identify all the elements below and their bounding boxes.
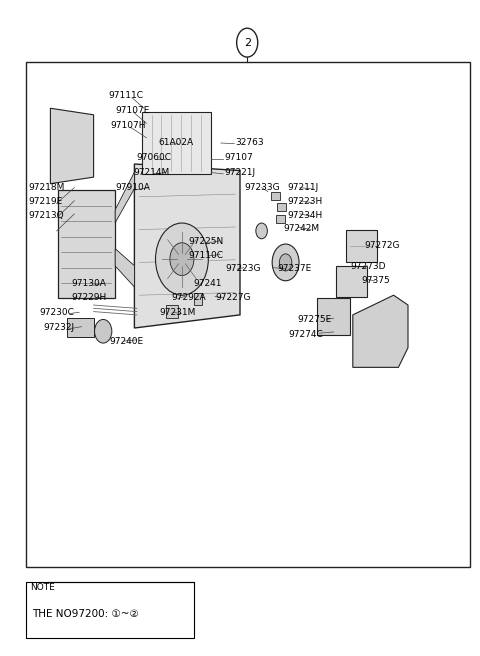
- Text: 97240E: 97240E: [109, 337, 144, 346]
- Text: 97211J: 97211J: [287, 183, 318, 192]
- Text: 97375: 97375: [361, 276, 390, 285]
- Text: 97110C: 97110C: [188, 251, 223, 260]
- Circle shape: [256, 223, 267, 239]
- Text: 97107E: 97107E: [115, 106, 150, 115]
- Polygon shape: [115, 249, 134, 287]
- Bar: [271, 192, 280, 200]
- Text: 97111C: 97111C: [108, 91, 143, 100]
- Text: 2: 2: [244, 37, 251, 48]
- Bar: [67, 318, 94, 337]
- Text: 97221J: 97221J: [225, 168, 256, 177]
- Bar: [142, 112, 211, 174]
- Text: 97130A: 97130A: [71, 279, 106, 288]
- Bar: [26, 62, 470, 567]
- Text: 97232J: 97232J: [43, 323, 74, 333]
- Polygon shape: [50, 108, 94, 184]
- Bar: [194, 293, 202, 305]
- Text: 97213Q: 97213Q: [29, 211, 64, 220]
- Bar: [317, 298, 350, 335]
- Text: 97231M: 97231M: [159, 308, 196, 318]
- Text: 97223H: 97223H: [287, 197, 322, 206]
- Text: 97242M: 97242M: [283, 224, 319, 234]
- Text: 32763: 32763: [235, 138, 264, 147]
- Polygon shape: [134, 164, 240, 328]
- Circle shape: [279, 254, 292, 271]
- Bar: [276, 215, 285, 223]
- Text: 97223G: 97223G: [226, 264, 261, 273]
- Text: 97910A: 97910A: [115, 183, 150, 192]
- Polygon shape: [353, 295, 408, 367]
- Text: 97233G: 97233G: [245, 183, 280, 192]
- Text: 97275E: 97275E: [298, 315, 332, 324]
- Circle shape: [156, 223, 208, 295]
- Circle shape: [272, 244, 299, 281]
- Text: THE NO97200: ①~②: THE NO97200: ①~②: [32, 609, 139, 619]
- Text: 97292A: 97292A: [172, 293, 206, 302]
- Bar: [336, 266, 367, 297]
- Text: 97272G: 97272G: [365, 241, 400, 251]
- Bar: [277, 203, 286, 211]
- Text: 97214M: 97214M: [133, 168, 170, 177]
- Text: 97107H: 97107H: [110, 121, 146, 131]
- Text: 97218M: 97218M: [29, 183, 65, 192]
- Text: 97229H: 97229H: [71, 293, 106, 302]
- Text: 97241: 97241: [193, 279, 221, 288]
- Text: 97237E: 97237E: [277, 264, 312, 273]
- Text: 97060C: 97060C: [137, 153, 172, 162]
- Text: 97234H: 97234H: [287, 211, 322, 220]
- Text: 97227G: 97227G: [215, 293, 251, 302]
- Text: 97107: 97107: [225, 153, 253, 162]
- Text: 97274C: 97274C: [288, 330, 323, 339]
- Text: 97225N: 97225N: [188, 237, 223, 246]
- Text: 61A02A: 61A02A: [158, 138, 193, 147]
- Text: 97230C: 97230C: [39, 308, 74, 318]
- Circle shape: [95, 319, 112, 343]
- Bar: [346, 230, 377, 262]
- Text: 97219E: 97219E: [29, 197, 63, 206]
- Text: 97273D: 97273D: [350, 262, 386, 272]
- Circle shape: [170, 243, 194, 276]
- Bar: [58, 190, 115, 298]
- Text: NOTE: NOTE: [30, 583, 55, 592]
- Bar: [166, 305, 178, 318]
- Polygon shape: [115, 172, 134, 222]
- Bar: [26, 582, 194, 638]
